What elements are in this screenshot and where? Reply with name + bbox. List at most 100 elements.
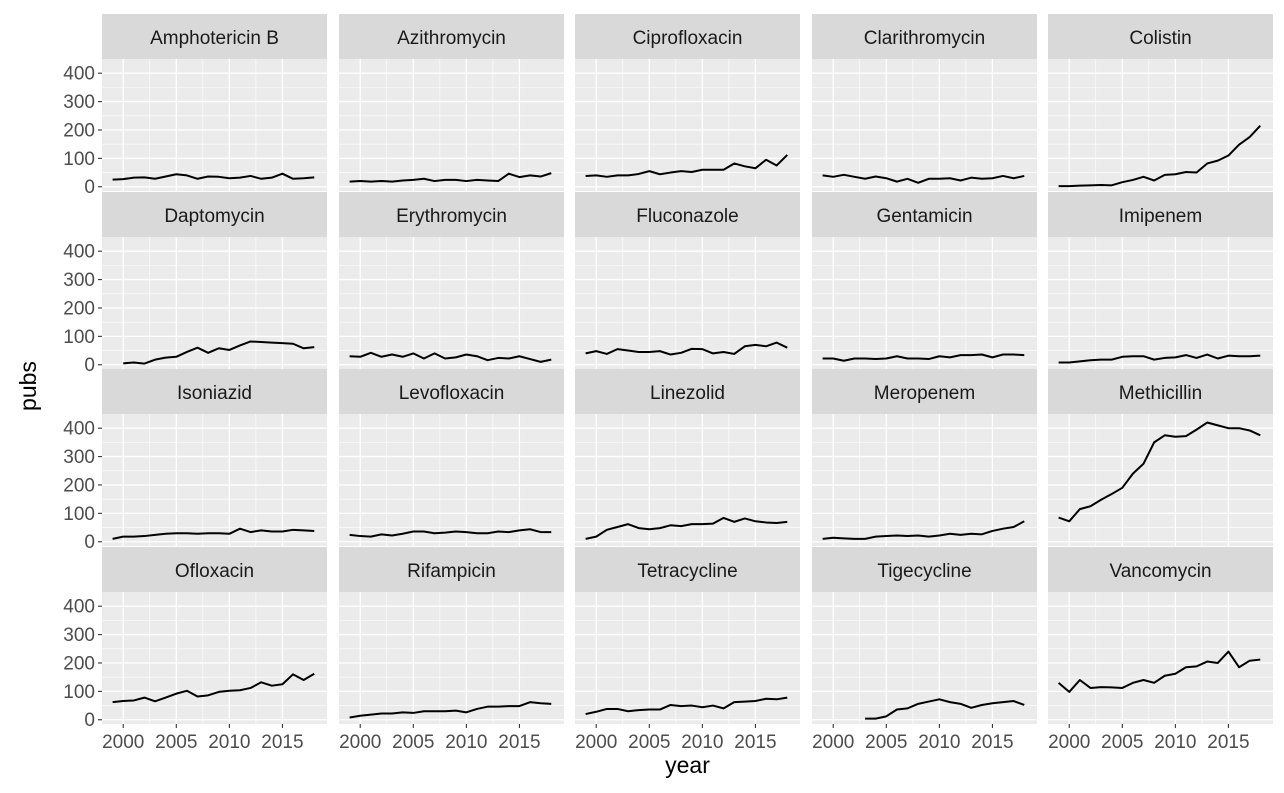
- strip-label: Linezolid: [650, 383, 725, 404]
- strip-background: [339, 192, 564, 237]
- facet-panel-linezolid: Linezolid: [575, 369, 800, 546]
- y-tick-label: 400: [63, 242, 95, 263]
- y-tick-label: 300: [63, 270, 95, 291]
- strip-label: Imipenem: [1119, 206, 1202, 227]
- strip-label: Ciprofloxacin: [633, 28, 743, 49]
- series-line: [822, 353, 1025, 362]
- x-tick-label: 2010: [1154, 732, 1196, 753]
- series-line: [1057, 650, 1261, 693]
- strip-background: [812, 14, 1037, 59]
- facet-panel-ciprofloxacin: Ciprofloxacin: [575, 14, 800, 191]
- strip-background: [575, 192, 800, 237]
- x-tick-label: 2000: [102, 732, 144, 753]
- strip-background: [102, 14, 327, 59]
- y-tick-label: 200: [63, 120, 95, 141]
- x-tick-label: 2015: [734, 732, 776, 753]
- y-tick-label: 100: [63, 504, 95, 525]
- strip-background: [575, 14, 800, 59]
- strip-label: Methicillin: [1119, 383, 1202, 404]
- strip-label: Tetracycline: [637, 561, 737, 582]
- series-line: [123, 340, 315, 365]
- series-line: [1058, 421, 1261, 523]
- x-tick-label: 2010: [445, 732, 487, 753]
- y-tick-label: 200: [63, 298, 95, 319]
- panel-background: [812, 592, 1037, 724]
- series-line: [112, 172, 315, 181]
- series-line: [349, 172, 552, 183]
- x-tick-label: 2000: [575, 732, 617, 753]
- strip-label: Rifampicin: [407, 561, 496, 582]
- series-line: [1058, 353, 1261, 364]
- panel-background: [339, 414, 564, 546]
- strip-label: Erythromycin: [396, 206, 507, 227]
- y-tick-label: 100: [63, 682, 95, 703]
- strip-background: [1048, 14, 1273, 59]
- x-tick-label: 2005: [628, 732, 670, 753]
- series-line: [349, 701, 552, 719]
- strip-background: [1048, 369, 1273, 414]
- series-line: [112, 527, 315, 540]
- y-tick-label: 0: [84, 710, 95, 731]
- facet-panel-vancomycin: Vancomycin 2000 2005 2010 2015: [1048, 547, 1273, 753]
- series-line: [822, 173, 1025, 184]
- strip-label: Fluconazole: [636, 206, 738, 227]
- panel-background: [339, 59, 564, 191]
- y-tick-label: 300: [63, 625, 95, 646]
- strip-label: Clarithromycin: [864, 28, 985, 49]
- series-line: [585, 696, 788, 716]
- x-tick-label: 2015: [971, 732, 1013, 753]
- panel-background: [339, 237, 564, 369]
- strip-label: Vancomycin: [1109, 561, 1211, 582]
- panel-background: [1048, 414, 1273, 546]
- facet-panel-amphotericin-b: Amphotericin B 0 100 200 300 400: [63, 14, 327, 198]
- panel-background: [102, 237, 327, 369]
- strip-background: [102, 547, 327, 592]
- panel-background: [575, 592, 800, 724]
- x-tick-label: 2010: [208, 732, 250, 753]
- panel-background: [575, 414, 800, 546]
- x-axis-title: year: [665, 752, 710, 778]
- y-tick-label: 200: [63, 653, 95, 674]
- x-tick-label: 2010: [681, 732, 723, 753]
- facet-panel-fluconazole: Fluconazole: [575, 192, 800, 369]
- facet-panel-colistin: Colistin: [1048, 14, 1273, 191]
- facet-panel-tetracycline: Tetracycline 2000 2005 2010 2015: [575, 547, 800, 753]
- facet-panel-meropenem: Meropenem: [812, 369, 1037, 546]
- strip-background: [812, 369, 1037, 414]
- y-tick-label: 0: [84, 355, 95, 376]
- x-tick-label: 2010: [918, 732, 960, 753]
- series-line: [349, 351, 552, 363]
- strip-background: [102, 192, 327, 237]
- y-tick-label: 400: [63, 419, 95, 440]
- series-line: [585, 154, 788, 178]
- facet-panel-methicillin: Methicillin: [1048, 369, 1273, 546]
- panel-background: [1048, 59, 1273, 191]
- panel-background: [102, 414, 327, 546]
- series-line: [585, 516, 788, 540]
- x-tick-label: 2000: [1048, 732, 1090, 753]
- x-tick-label: 2000: [339, 732, 381, 753]
- strip-label: Ofloxacin: [175, 561, 254, 582]
- x-tick-label: 2015: [261, 732, 303, 753]
- facet-panel-ofloxacin: Ofloxacin 0 100 200 300 400 2000 2005 2010 2015: [63, 547, 327, 753]
- facet-panel-daptomycin: Daptomycin 0 100 200 300 400: [63, 192, 327, 376]
- series-line: [865, 698, 1025, 720]
- strip-label: Tigecycline: [877, 561, 971, 582]
- strip-background: [339, 547, 564, 592]
- strip-label: Isoniazid: [177, 383, 252, 404]
- strip-label: Colistin: [1129, 28, 1191, 49]
- y-tick-label: 200: [63, 475, 95, 496]
- x-tick-label: 2015: [1207, 732, 1249, 753]
- strip-background: [1048, 192, 1273, 237]
- y-tick-label: 400: [63, 64, 95, 85]
- panel-background: [812, 59, 1037, 191]
- series-line: [349, 528, 552, 538]
- panel-background: [1048, 237, 1273, 369]
- x-tick-label: 2000: [812, 732, 854, 753]
- strip-background: [575, 547, 800, 592]
- strip-background: [1048, 547, 1273, 592]
- y-tick-label: 100: [63, 149, 95, 170]
- y-tick-label: 300: [63, 447, 95, 468]
- strip-label: Levofloxacin: [399, 383, 505, 404]
